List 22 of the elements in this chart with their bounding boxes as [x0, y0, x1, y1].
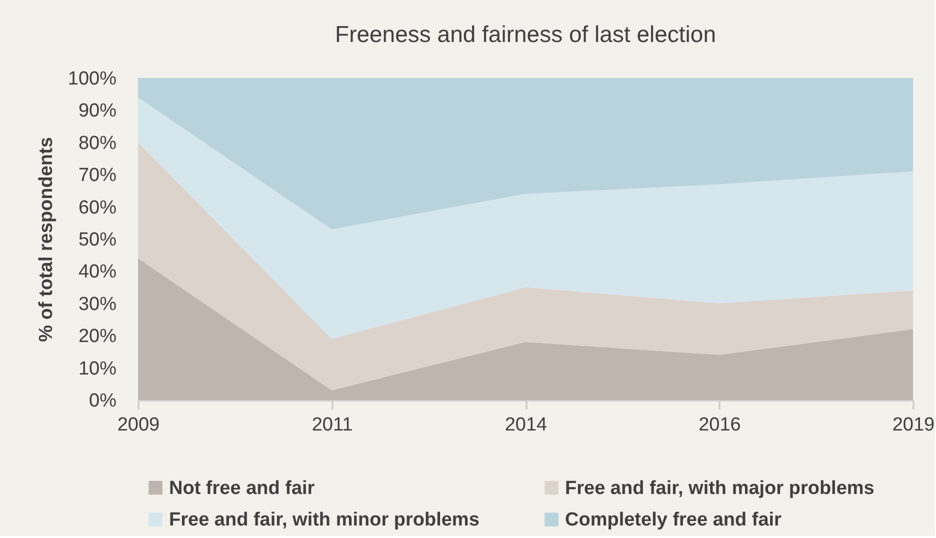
- legend-label: Completely free and fair: [565, 510, 782, 530]
- chart-title: Freeness and fairness of last election: [335, 21, 716, 47]
- y-tick-label: 60%: [78, 197, 117, 218]
- y-tick-label: 30%: [78, 294, 117, 315]
- y-tick-label: 90%: [78, 100, 117, 122]
- x-tick-label: 2019: [892, 414, 935, 436]
- y-tick-label: 70%: [78, 165, 117, 186]
- y-tick-label: 10%: [78, 358, 117, 380]
- y-tick-label: 80%: [78, 132, 117, 154]
- x-tick-label: 2016: [698, 414, 741, 436]
- y-tick-label: 0%: [89, 390, 117, 412]
- x-tick-label: 2014: [504, 414, 548, 436]
- y-axis-title: % of total respondents: [36, 137, 57, 342]
- x-tick-label: 2009: [117, 414, 160, 436]
- y-tick-label: 100%: [68, 68, 117, 90]
- x-tick-label: 2011: [312, 414, 353, 436]
- legend-label: Not free and fair: [169, 478, 316, 499]
- y-tick-label: 50%: [78, 230, 117, 250]
- legend-label: Free and fair, with minor problems: [169, 510, 480, 530]
- y-tick-label: 20%: [78, 326, 117, 348]
- y-tick-label: 40%: [78, 262, 117, 283]
- legend-label: Free and fair, with major problems: [565, 478, 874, 499]
